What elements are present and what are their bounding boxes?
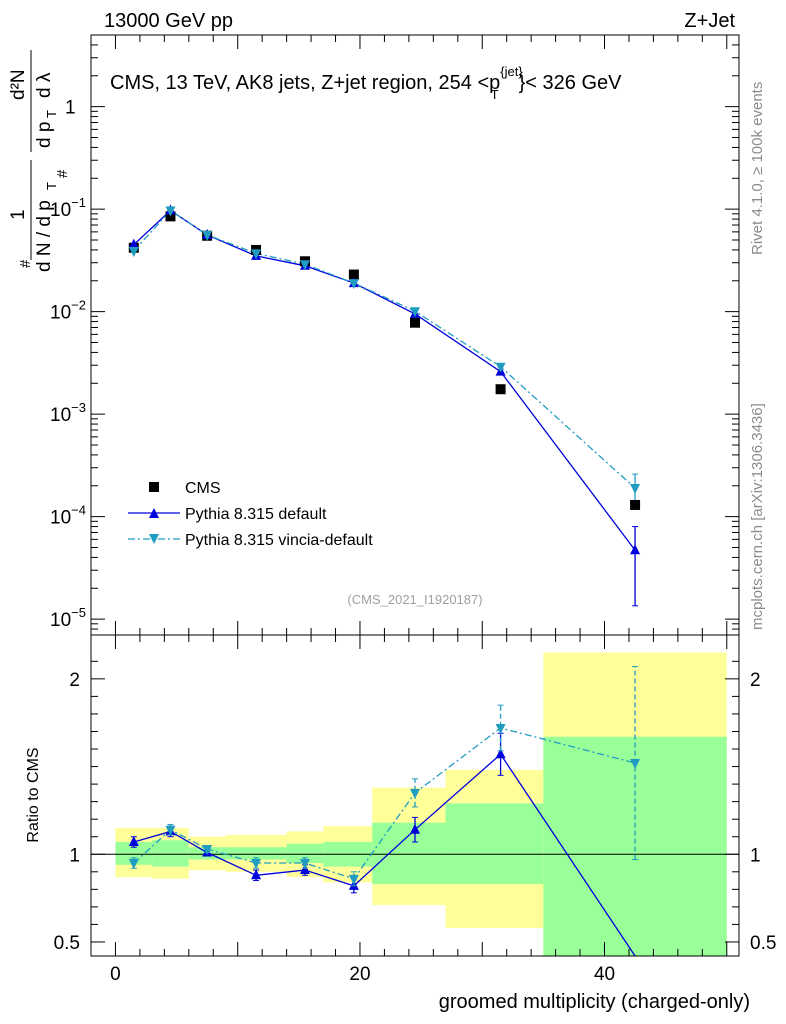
ylabel-hash-1: # [17, 259, 34, 268]
plot-title-suffix: }< 326 GeV [519, 72, 623, 94]
analysis-id: (CMS_2021_I1920187) [347, 592, 482, 607]
main-ytick-label: 10−1 [50, 195, 86, 221]
main-ytick-label: 1 [65, 98, 76, 119]
ratio-point-vincia [348, 874, 359, 885]
ratio-xtick-label: 40 [594, 964, 615, 985]
legend-vincia-marker [149, 534, 159, 544]
ratio-point-default [410, 823, 420, 834]
ratio-band-green [225, 847, 287, 860]
mcplots-label: mcplots.cern.ch [arXiv:1306.3436] [749, 403, 766, 630]
ratio-xtick-label: 20 [349, 964, 370, 985]
ratio-point-vincia [495, 723, 506, 734]
main-point-vincia [299, 260, 310, 271]
main-point-vincia [348, 279, 359, 290]
ylabel-hash-2: # [54, 169, 71, 178]
main-ytick-label: 10−3 [50, 400, 86, 426]
legend-vincia-label: Pythia 8.315 vincia-default [185, 532, 373, 549]
ratio-point-default [128, 835, 139, 846]
ratio-xtick-label: 0 [110, 964, 121, 985]
legend-default-marker [149, 508, 159, 518]
main-ytick-label: 10−4 [50, 503, 86, 529]
legend-default-label: Pythia 8.315 default [185, 506, 327, 523]
main-line-default [133, 209, 636, 551]
ratio-point-vincia [299, 859, 310, 870]
plot-title-sub: T [491, 87, 499, 102]
ratio-plot-frame [90, 634, 740, 957]
ratio-point-default [251, 869, 262, 880]
main-point-vincia [251, 249, 262, 260]
main-ytick-label: 10−2 [50, 298, 86, 324]
ratio-band-green [152, 840, 189, 867]
ylabel-dn-dpt: d N / d p [34, 200, 55, 272]
main-point-vincia [128, 247, 139, 258]
ratio-point-default [495, 748, 506, 759]
ratio-ylabel: Ratio to CMS [25, 747, 42, 842]
ratio-point-default [299, 864, 310, 875]
main-point-vincia [165, 206, 176, 217]
ratio-point-vincia [165, 825, 176, 836]
ratio-ytick-label: 0.5 [54, 933, 80, 954]
main-line-vincia [133, 209, 636, 489]
ylabel-dn-dpt-sub: T [44, 182, 59, 190]
main-point-cms [630, 499, 641, 510]
ratio-ytick-label: 1 [69, 845, 80, 866]
ratio-point-vincia [128, 859, 139, 870]
rivet-label: Rivet 4.1.0, ≥ 100k events [749, 82, 766, 255]
plot-title: CMS, 13 TeV, AK8 jets, Z+jet region, 254… [110, 64, 622, 102]
main-point-cms [410, 317, 420, 328]
ratio-ytick-label-right: 1 [750, 845, 761, 866]
ratio-band-green [372, 822, 446, 885]
plot-title-prefix: CMS, 13 TeV, AK8 jets, Z+jet region, 254… [110, 72, 500, 94]
main-point-cms [348, 269, 359, 280]
ratio-ytick-label: 2 [69, 670, 80, 691]
main-point-default [630, 544, 641, 555]
main-ylabel: # 1 d N / d p T # d²N d p T d λ [8, 50, 71, 272]
ratio-ytick-label-right: 0.5 [750, 933, 776, 954]
ratio-point-vincia [630, 759, 641, 770]
main-ytick-label: 10−5 [50, 605, 86, 631]
ratio-point-vincia [410, 788, 420, 799]
ratio-band-green [445, 803, 544, 885]
ylabel-dpt: d p [34, 122, 55, 148]
legend: CMS Pythia 8.315 default Pythia 8.315 vi… [128, 480, 373, 549]
ylabel-one: 1 [8, 209, 29, 220]
main-point-vincia [630, 484, 641, 495]
ratio-band-green [115, 841, 153, 865]
ratio-point-vincia [202, 845, 213, 855]
process-label: Z+Jet [684, 10, 735, 32]
ylabel-dlambda: d λ [34, 72, 55, 98]
main-point-vincia [495, 362, 506, 373]
energy-label: 13000 GeV pp [104, 10, 233, 32]
legend-cms-marker [149, 482, 159, 492]
ratio-band-green [543, 736, 727, 956]
main-point-default [128, 238, 139, 249]
xlabel: groomed multiplicity (charged-only) [439, 991, 750, 1013]
main-point-cms [495, 384, 506, 395]
main-point-vincia [202, 230, 213, 241]
ratio-ytick-label-right: 2 [750, 670, 761, 691]
legend-cms-label: CMS [185, 480, 221, 497]
ylabel-dpt-sub: T [44, 110, 59, 118]
plot-title-sup: {jet} [500, 64, 523, 79]
ylabel-d2n: d²N [8, 69, 29, 100]
ratio-band-green [286, 843, 324, 864]
main-point-vincia [410, 307, 420, 318]
ratio-point-vincia [251, 859, 262, 870]
